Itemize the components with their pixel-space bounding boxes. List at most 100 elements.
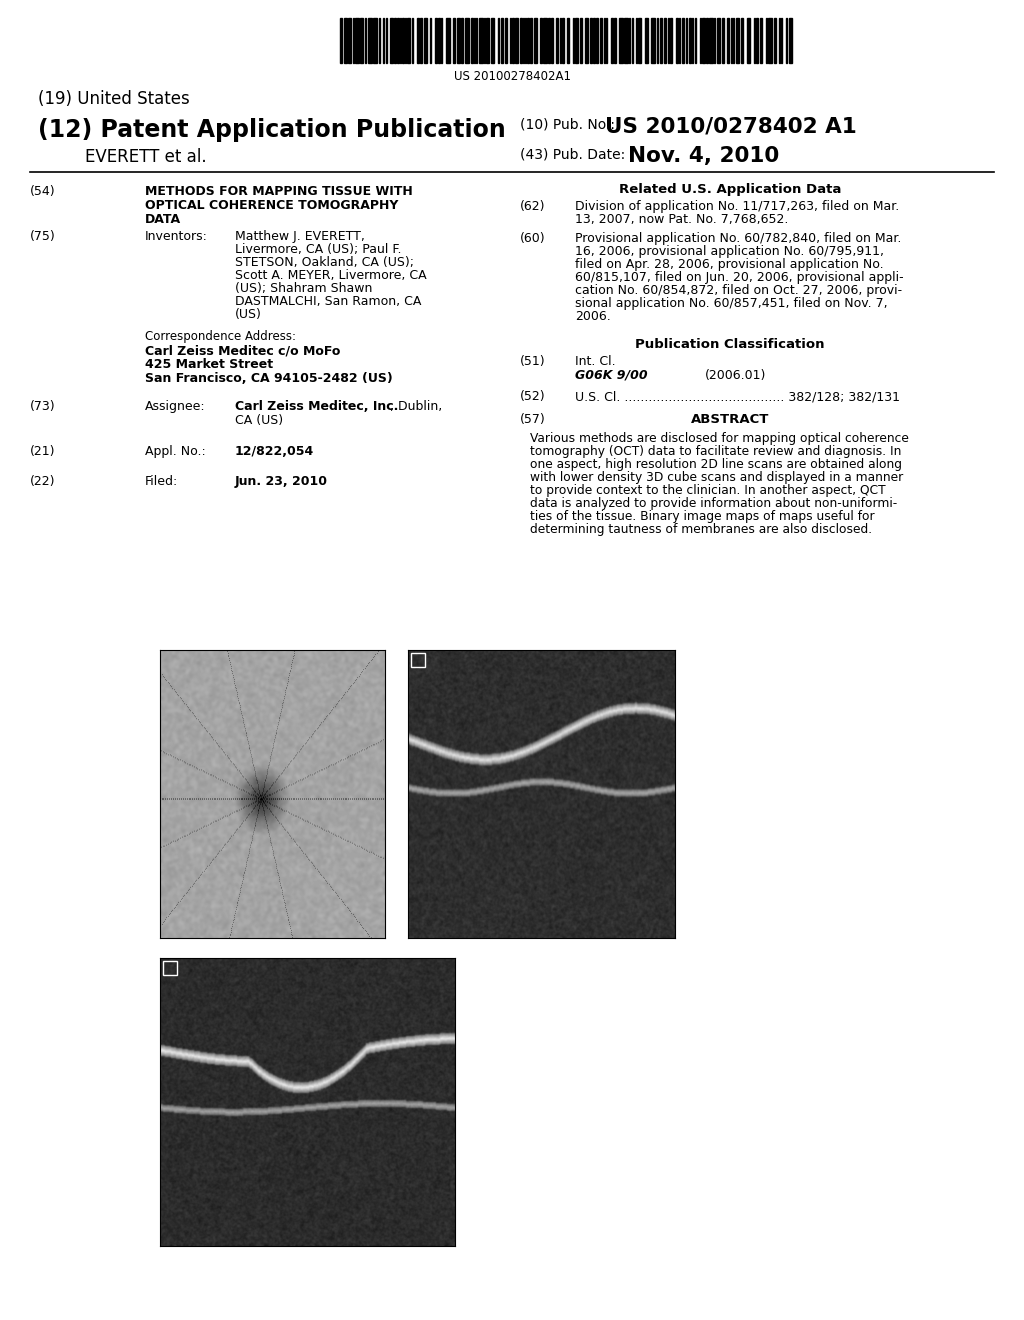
Text: (51): (51) [520,355,546,368]
Text: US 2010/0278402 A1: US 2010/0278402 A1 [605,116,857,136]
Bar [722,18,724,63]
Text: San Francisco, CA 94105-2482 (US): San Francisco, CA 94105-2482 (US) [145,372,393,385]
Bar [417,18,419,63]
Text: Carl Zeiss Meditec, Inc.: Carl Zeiss Meditec, Inc. [234,400,398,413]
Bar [596,18,598,63]
Text: (73): (73) [30,400,55,413]
Bar [355,18,359,63]
Bar [368,18,372,63]
Text: DATA: DATA [145,213,181,226]
Text: (75): (75) [30,230,55,243]
Bar [562,18,564,63]
Text: Assignee:: Assignee: [145,400,206,413]
Bar [512,18,514,63]
Text: Int. Cl.: Int. Cl. [575,355,615,368]
Bar [471,18,473,63]
Text: (21): (21) [30,445,55,458]
Bar [580,18,582,63]
Bar [505,18,507,63]
Bar [706,18,708,63]
Bar [614,18,616,63]
Text: Correspondence Address:: Correspondence Address: [145,330,296,343]
Text: 2006.: 2006. [575,310,610,323]
Text: 13, 2007, now Pat. No. 7,768,652.: 13, 2007, now Pat. No. 7,768,652. [575,213,788,226]
Bar [501,18,503,63]
Text: , Dublin,: , Dublin, [390,400,442,413]
Bar [360,18,362,63]
Text: filed on Apr. 28, 2006, provisional application No.: filed on Apr. 28, 2006, provisional appl… [575,257,884,271]
Bar [540,18,542,63]
Text: (52): (52) [520,389,546,403]
Bar [709,18,713,63]
Bar [689,18,691,63]
Bar [461,18,463,63]
Bar [727,18,729,63]
Text: Scott A. MEYER, Livermore, CA: Scott A. MEYER, Livermore, CA [234,269,427,282]
Text: ties of the tissue. Binary image maps of maps useful for: ties of the tissue. Binary image maps of… [530,510,874,523]
Text: Inventors:: Inventors: [145,230,208,243]
Text: STETSON, Oakland, CA (US);: STETSON, Oakland, CA (US); [234,256,414,269]
Bar [590,18,592,63]
Bar [702,18,705,63]
Text: CA (US): CA (US) [234,414,283,426]
Bar [548,18,550,63]
Bar [543,18,547,63]
Text: data is analyzed to provide information about non-uniformi-: data is analyzed to provide information … [530,498,897,510]
Bar [664,18,666,63]
Text: Provisional application No. 60/782,840, filed on Mar.: Provisional application No. 60/782,840, … [575,232,901,246]
Bar [520,18,522,63]
Text: (US); Shahram Shawn: (US); Shahram Shawn [234,282,373,294]
Bar [407,18,410,63]
Text: Livermore, CA (US); Paul F.: Livermore, CA (US); Paul F. [234,243,401,256]
Text: OPTICAL COHERENCE TOMOGRAPHY: OPTICAL COHERENCE TOMOGRAPHY [145,199,398,213]
Bar [411,652,425,667]
Bar [515,18,518,63]
Bar [551,18,553,63]
Text: (54): (54) [30,185,55,198]
Text: DASTMALCHI, San Ramon, CA: DASTMALCHI, San Ramon, CA [234,294,421,308]
Bar [465,18,469,63]
Bar [575,18,578,63]
Bar [402,18,404,63]
Bar [676,18,678,63]
Bar [682,18,684,63]
Text: Publication Classification: Publication Classification [635,338,824,351]
Text: Various methods are disclosed for mapping optical coherence: Various methods are disclosed for mappin… [530,432,909,445]
Bar [774,18,776,63]
Bar [660,18,662,63]
Text: Nov. 4, 2010: Nov. 4, 2010 [628,147,779,166]
Bar [397,18,399,63]
Bar [624,18,628,63]
Bar [486,18,489,63]
Text: with lower density 3D cube scans and displayed in a manner: with lower density 3D cube scans and dis… [530,471,903,484]
Bar [651,18,655,63]
Text: Matthew J. EVERETT,: Matthew J. EVERETT, [234,230,365,243]
Text: Related U.S. Application Data: Related U.S. Application Data [618,183,841,195]
Bar [390,18,393,63]
Text: Division of application No. 11/717,263, filed on Mar.: Division of application No. 11/717,263, … [575,201,899,213]
Bar [741,18,743,63]
Bar [344,18,347,63]
Bar [611,18,613,63]
Text: Filed:: Filed: [145,475,178,488]
Text: Appl. No.:: Appl. No.: [145,445,206,458]
Bar [768,18,772,63]
Bar [348,18,351,63]
Text: ABSTRACT: ABSTRACT [691,413,769,426]
Bar [490,18,494,63]
Text: Jun. 23, 2010: Jun. 23, 2010 [234,475,328,488]
Bar [527,18,529,63]
Text: determining tautness of membranes are also disclosed.: determining tautness of membranes are al… [530,523,872,536]
Text: US 20100278402A1: US 20100278402A1 [454,70,570,83]
Text: Carl Zeiss Meditec c/o MoFo: Carl Zeiss Meditec c/o MoFo [145,345,340,356]
Bar [746,18,750,63]
Text: EVERETT et al.: EVERETT et al. [85,148,207,166]
Bar [567,18,569,63]
Text: sional application No. 60/857,451, filed on Nov. 7,: sional application No. 60/857,451, filed… [575,297,888,310]
Bar [645,18,648,63]
Bar [790,18,792,63]
Bar [446,18,450,63]
Bar [394,18,396,63]
Bar [340,18,342,63]
Text: to provide context to the clinician. In another aspect, QCT: to provide context to the clinician. In … [530,484,886,498]
